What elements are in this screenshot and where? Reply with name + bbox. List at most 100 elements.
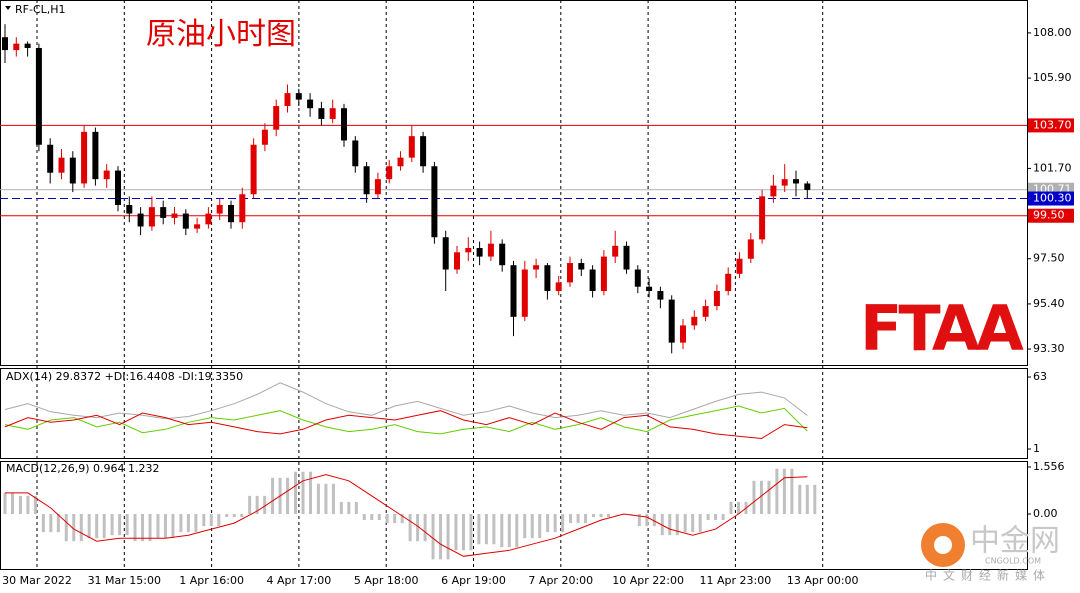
adx-panel bbox=[0, 368, 1028, 459]
histogram-bar bbox=[538, 514, 542, 539]
candle-body bbox=[397, 157, 404, 167]
histogram-bar bbox=[26, 495, 30, 515]
candle-body bbox=[454, 252, 460, 270]
price-level-tag bbox=[1028, 118, 1074, 133]
histogram-bar bbox=[163, 514, 167, 539]
candle-body bbox=[35, 47, 42, 145]
histogram-bar bbox=[546, 514, 550, 533]
candle-body bbox=[329, 108, 336, 119]
candle-body bbox=[793, 179, 799, 184]
candle-body bbox=[510, 265, 517, 317]
candle-body bbox=[307, 99, 314, 109]
candle-body bbox=[680, 325, 686, 343]
logo-inner bbox=[934, 536, 952, 554]
y-tick-label: 105.90 bbox=[1033, 71, 1072, 84]
y-tick-label: 0.00 bbox=[1033, 507, 1058, 520]
histogram-bar bbox=[439, 514, 443, 560]
candle-body bbox=[386, 166, 393, 180]
candle-body bbox=[713, 291, 720, 307]
histogram-bar bbox=[706, 514, 710, 521]
histogram-bar bbox=[591, 514, 595, 518]
histogram-bar bbox=[232, 514, 236, 518]
histogram-bar bbox=[668, 514, 672, 536]
candle-body bbox=[623, 245, 630, 270]
price-level-label: 99.50 bbox=[1033, 209, 1065, 222]
symbol: RF-CL,H1 bbox=[15, 3, 66, 16]
candle-body bbox=[352, 140, 359, 167]
candle-body bbox=[736, 258, 743, 274]
candle-body bbox=[578, 263, 585, 270]
candle-body bbox=[2, 37, 8, 51]
histogram-bar bbox=[240, 514, 244, 518]
candle-body bbox=[103, 170, 110, 180]
candle-body bbox=[702, 306, 709, 317]
histogram-bar bbox=[217, 514, 221, 527]
histogram-bar bbox=[225, 514, 229, 518]
candle-body bbox=[126, 204, 133, 214]
histogram-bar bbox=[156, 514, 160, 539]
candle-body bbox=[589, 269, 596, 292]
histogram-bar bbox=[614, 514, 618, 515]
histogram-bar bbox=[637, 514, 641, 527]
histogram-bar bbox=[301, 471, 305, 515]
histogram-bar bbox=[87, 514, 91, 539]
histogram-bar bbox=[469, 514, 473, 551]
candle-body bbox=[92, 131, 99, 180]
candle-body bbox=[499, 243, 506, 266]
candle-body bbox=[600, 256, 607, 292]
histogram-bar bbox=[523, 514, 527, 539]
candle-body bbox=[182, 213, 189, 229]
candle-body bbox=[476, 247, 483, 257]
histogram-bar bbox=[515, 514, 519, 548]
histogram-bar bbox=[324, 483, 328, 515]
candle-body bbox=[544, 265, 551, 292]
chart-title: 原油小时图 bbox=[146, 17, 296, 52]
candle-body bbox=[295, 93, 302, 100]
histogram-bar bbox=[263, 495, 267, 515]
candle-body bbox=[171, 213, 178, 218]
candle-body bbox=[759, 196, 766, 240]
histogram-bar bbox=[767, 480, 771, 515]
histogram-bar bbox=[461, 514, 465, 551]
candle-body bbox=[431, 166, 438, 238]
symbol-arrow bbox=[5, 6, 11, 10]
candle-body bbox=[408, 136, 415, 158]
candle-body bbox=[804, 183, 811, 190]
histogram-bar bbox=[41, 514, 45, 533]
histogram-bar bbox=[11, 492, 14, 515]
histogram-bar bbox=[599, 514, 603, 518]
candle-body bbox=[216, 204, 223, 214]
histogram-bar bbox=[553, 514, 557, 533]
histogram-bar bbox=[416, 514, 420, 542]
histogram-bar bbox=[813, 484, 817, 515]
histogram-bar bbox=[652, 514, 656, 527]
histogram-bar bbox=[370, 514, 374, 521]
y-tick-label: 1.556 bbox=[1033, 460, 1065, 473]
histogram-bar bbox=[561, 514, 565, 533]
histogram-bar bbox=[248, 495, 252, 515]
histogram-bar bbox=[423, 514, 427, 542]
histogram-bar bbox=[775, 468, 779, 515]
histogram-bar bbox=[102, 514, 106, 539]
histogram-bar bbox=[209, 514, 213, 527]
histogram-bar bbox=[354, 501, 358, 515]
histogram-bar bbox=[72, 514, 76, 542]
candle-body bbox=[160, 207, 167, 218]
macd-label: MACD(12,26,9) 0.964 1.232 bbox=[6, 462, 160, 475]
x-tick-label: 6 Apr 19:00 bbox=[441, 574, 506, 587]
histogram-bar bbox=[454, 514, 458, 551]
histogram-bar bbox=[95, 514, 99, 539]
histogram-bar bbox=[569, 514, 573, 524]
indicator-line bbox=[4, 405, 808, 435]
candle-body bbox=[420, 136, 427, 167]
candle-body bbox=[261, 129, 268, 145]
y-tick-label: 101.70 bbox=[1033, 161, 1072, 174]
histogram-bar bbox=[293, 471, 297, 515]
time-grid bbox=[36, 0, 824, 569]
histogram-bar bbox=[339, 501, 343, 515]
histogram-bar bbox=[331, 483, 335, 515]
histogram-bar bbox=[18, 495, 22, 515]
candle-body bbox=[668, 299, 675, 343]
candle-body bbox=[374, 179, 381, 195]
